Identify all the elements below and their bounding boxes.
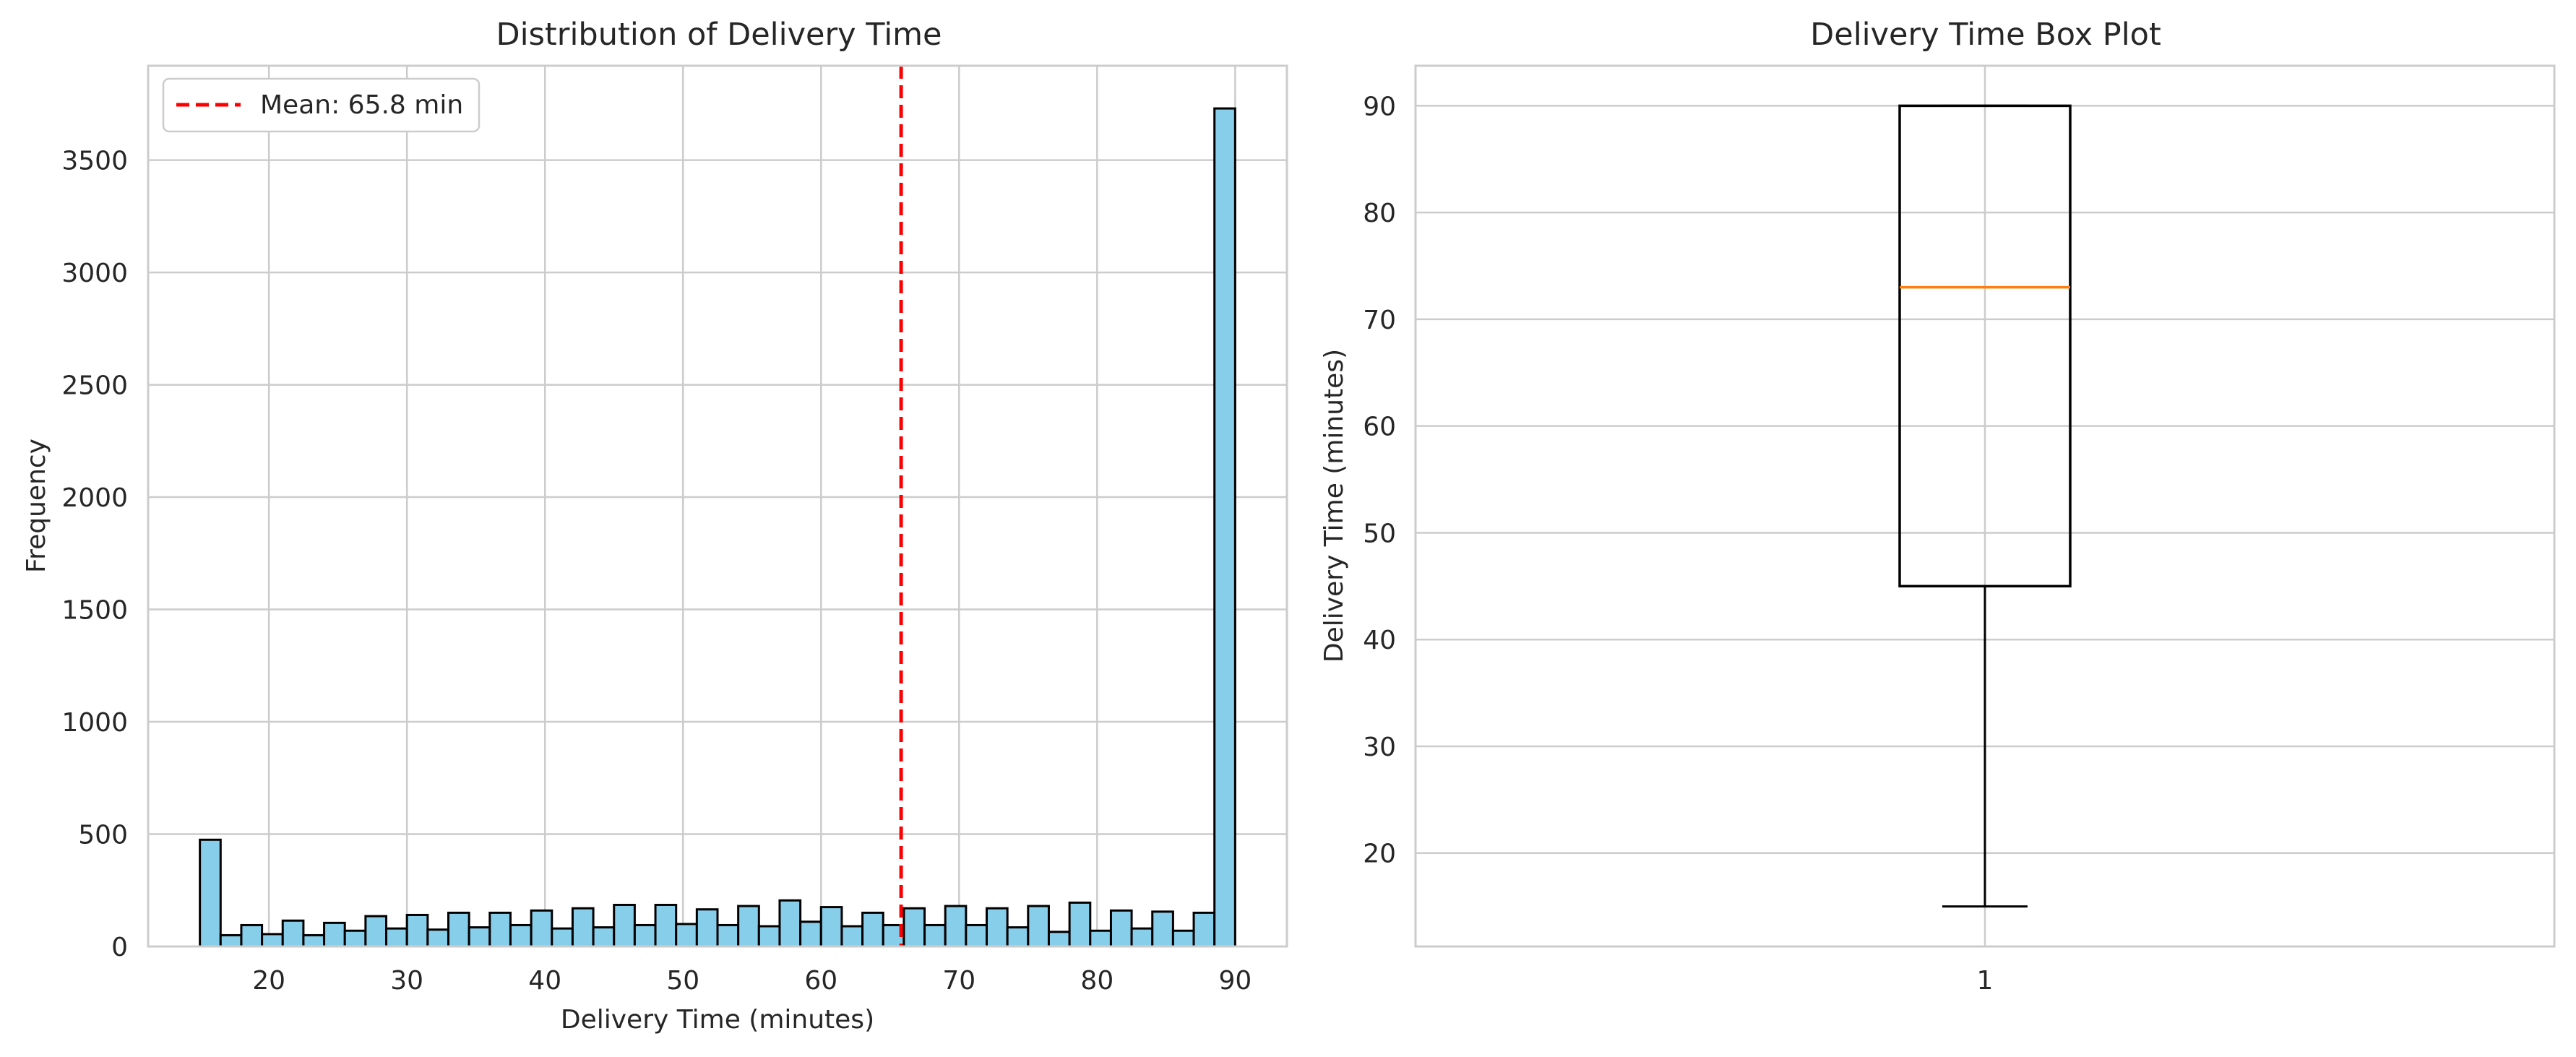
histogram-bar [509,923,533,948]
x-tick-label: 70 [942,966,975,996]
histogram-bar [737,905,760,948]
box-plot-y-axis-label: Delivery Time (minutes) [1319,349,1349,663]
histogram-ticks: 20 30 40 50 60 70 80 90 0 500 1000 1500 2000 2500 3000… [61,147,1252,996]
histogram-bar [757,925,781,948]
histogram-bar [447,911,470,948]
box-plot-ticks: 20 30 40 50 60 70 80 90 1 [1363,92,1993,996]
x-tick-label: 20 [252,966,285,996]
y-tick-label: 2000 [61,483,128,513]
histogram-bar [385,927,408,948]
histogram-bar [1213,107,1236,948]
histogram-bar [219,933,243,948]
histogram-bar [675,923,698,948]
y-tick-label: 1500 [61,596,128,626]
x-tick-label: 90 [1218,966,1252,996]
histogram-grid [148,66,1287,948]
histogram-bar [530,909,553,948]
histogram-bar [944,905,968,948]
histogram-bar [571,907,595,948]
histogram-bar [426,928,449,948]
histogram-bar [1192,911,1216,948]
histogram-bar [592,926,616,948]
x-tick-label: 30 [390,966,423,996]
y-tick-label: 0 [111,933,128,962]
histogram-bar [199,838,222,948]
y-tick-label: 50 [1363,519,1396,548]
histogram-bar [1089,929,1112,948]
histogram-bar [302,933,326,948]
y-tick-label: 1000 [61,708,128,738]
histogram-bar [613,903,636,948]
histogram-bar [840,925,864,948]
histogram-bar [633,923,657,948]
histogram-chart: Distribution of Delivery Time 20 30 40 50 60… [22,17,1288,1035]
y-tick-label: 90 [1363,92,1396,121]
histogram-bar [965,923,988,948]
box-body [1898,104,2072,588]
histogram-bar [1130,927,1154,948]
histogram-bar [1047,931,1071,948]
box-plot-chart: Delivery Time Box Plot 20 30 40 50 60 70 80 90 1… [1319,17,2556,996]
histogram-bar [261,933,284,948]
histogram-bar [364,915,388,948]
histogram-bar [468,926,491,948]
histogram-bar [1171,929,1195,948]
y-tick-label: 60 [1363,413,1396,442]
y-tick-label: 40 [1363,626,1396,655]
y-tick-label: 30 [1363,733,1396,762]
legend-box [162,77,481,133]
x-tick-label: 1 [1977,966,1994,996]
histogram-bar [903,907,926,948]
histogram-bar [799,920,822,948]
histogram-title: Distribution of Delivery Time [496,17,942,53]
histogram-bar [819,906,843,948]
box-plot-box [1898,104,2072,908]
y-tick-label: 3000 [61,259,128,288]
y-tick-label: 3500 [61,147,128,176]
x-tick-label: 80 [1080,966,1113,996]
box-plot-frame [1414,64,2556,948]
x-tick-label: 60 [804,966,837,996]
histogram-bar [281,919,305,948]
histogram-bar [1109,909,1133,948]
legend: Mean: 65.8 min [162,77,481,133]
histogram-bar [405,913,429,948]
histogram-bar [240,923,264,948]
histogram-bar [923,923,947,948]
histogram-bar [778,899,802,948]
y-tick-label: 80 [1363,199,1396,228]
histogram-bar [1151,910,1174,948]
y-tick-label: 2500 [61,371,128,401]
histogram-bar [323,921,346,948]
histogram-bars [199,107,1236,948]
histogram-bar [986,907,1009,948]
x-tick-label: 40 [528,966,561,996]
histogram-bar [716,923,740,948]
histogram-frame [147,64,1288,948]
y-tick-label: 20 [1363,840,1396,869]
histogram-bar [654,903,678,948]
histogram-bar [695,908,719,948]
y-tick-label: 500 [78,821,128,850]
legend-mean-label: Mean: 65.8 min [260,90,463,120]
x-tick-label: 50 [666,966,699,996]
histogram-bar [1006,926,1030,948]
histogram-bar [343,929,367,948]
histogram-bar [1068,901,1092,948]
y-tick-label: 70 [1363,306,1396,335]
histogram-y-axis-label: Frequency [22,439,51,573]
box-plot-title: Delivery Time Box Plot [1810,17,2161,53]
histogram-bar [861,911,884,948]
histogram-bar [1027,905,1050,948]
histogram-x-axis-label: Delivery Time (minutes) [561,1005,874,1035]
histogram-bar [551,927,574,948]
histogram-bar [488,911,512,948]
